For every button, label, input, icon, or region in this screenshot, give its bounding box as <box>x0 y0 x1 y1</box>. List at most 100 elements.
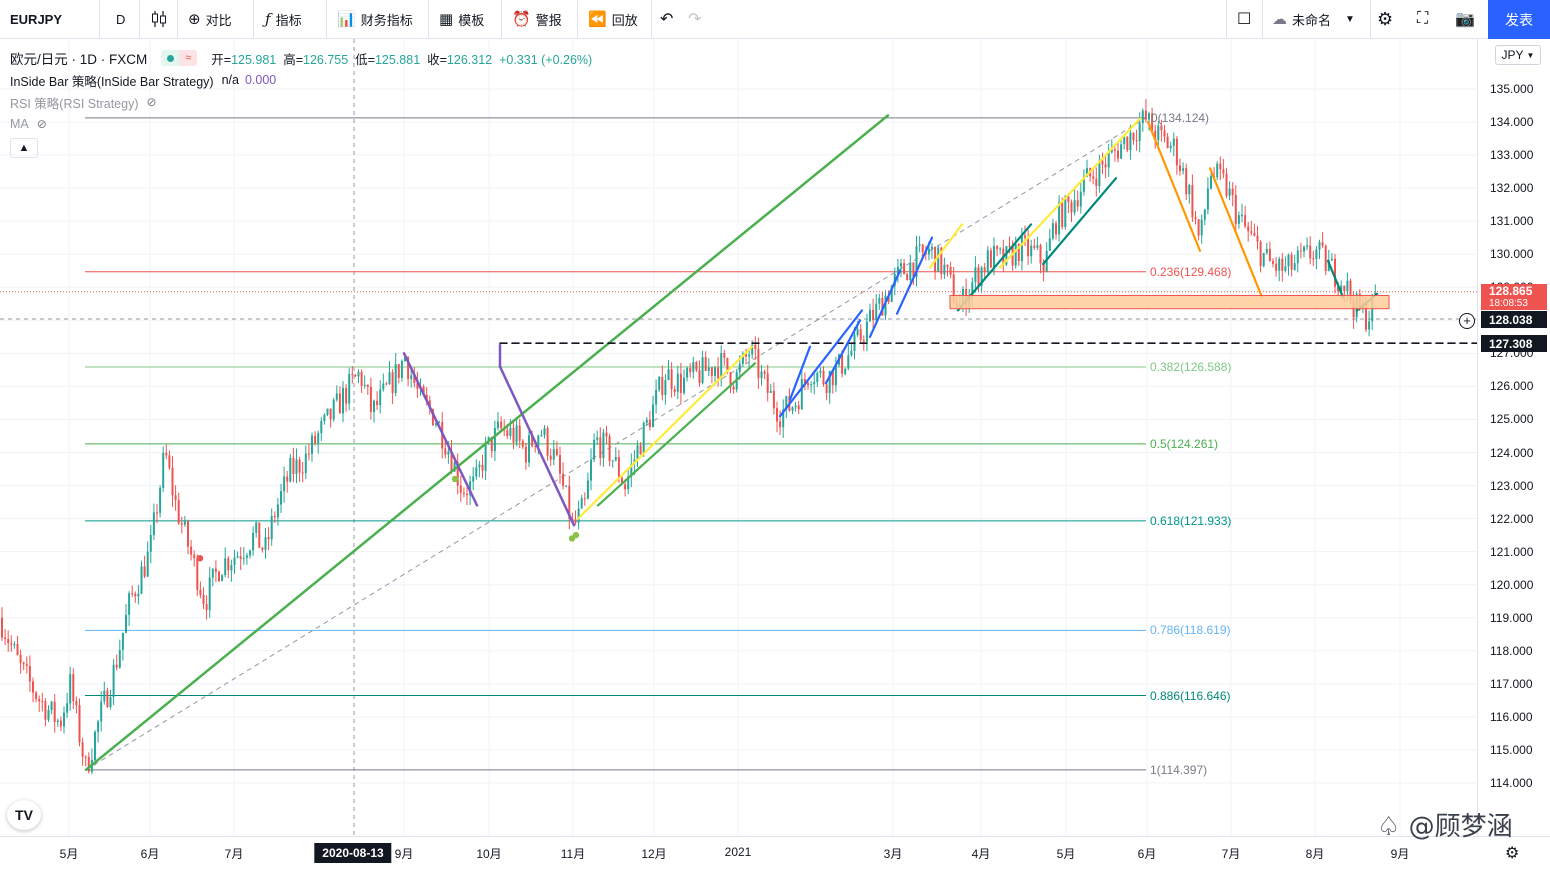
legend-ma[interactable]: MA ⊘ <box>10 113 592 135</box>
candle-body <box>800 378 803 410</box>
toolbar-separator <box>428 0 429 38</box>
candle-body <box>94 731 96 761</box>
candle-body <box>425 394 428 401</box>
layout-name-button[interactable]: ☁ 未命名 ▼ <box>1272 0 1355 38</box>
price-axis[interactable]: JPY ▼ 114.000 115.000 116.000 117.000 118.000… <box>1477 39 1550 836</box>
symbol-search[interactable]: EURJPY <box>10 11 63 27</box>
candle-body <box>921 244 924 253</box>
toolbar-separator <box>326 0 327 38</box>
chevron-down-icon: ▼ <box>1345 13 1355 25</box>
candle-body <box>35 692 38 699</box>
insidebar-value-1: n/a <box>221 73 239 87</box>
templates-button[interactable]: ▦ 模板 <box>439 0 484 38</box>
close-value: 126.312 <box>446 52 493 67</box>
candle-body <box>586 480 589 499</box>
chart-type-button[interactable] <box>151 0 167 38</box>
candle-body <box>1194 217 1197 220</box>
candle-body <box>1113 149 1116 151</box>
time-tick: 9月 <box>394 847 414 861</box>
toolbar-separator <box>501 0 502 38</box>
candle-body <box>208 577 211 610</box>
fullscreen-button[interactable]: ⛶ <box>1417 0 1428 38</box>
candle-body <box>53 701 56 723</box>
eye-crossed-icon[interactable]: ⊘ <box>146 95 157 109</box>
candles <box>1 99 1377 775</box>
candle-body <box>710 367 713 376</box>
candle-body <box>506 430 509 437</box>
camera-icon: 📷 <box>1455 11 1475 28</box>
tradingview-logo[interactable]: TV <box>7 800 41 830</box>
candle-body <box>72 674 75 702</box>
chart-canvas[interactable] <box>0 39 1477 836</box>
gear-icon: ⚙ <box>1377 8 1394 29</box>
candle-body <box>1256 235 1259 242</box>
candle-body <box>1138 123 1141 142</box>
market-status[interactable]: ≈ <box>161 50 198 66</box>
price-tick: 124.000 <box>1490 445 1534 460</box>
candle-body <box>1191 184 1194 218</box>
candle-body <box>1154 130 1157 141</box>
settings-button[interactable]: ⚙ <box>1377 0 1393 38</box>
candle-body <box>512 427 515 443</box>
candle-body <box>918 244 921 246</box>
candle-body <box>354 375 357 377</box>
candle-body <box>41 701 44 703</box>
candle-body <box>776 408 778 422</box>
legend-insidebar[interactable]: InSide Bar 策略(InSide Bar Strategy) n/a 0… <box>10 69 592 91</box>
candle-body <box>797 405 800 410</box>
candle-body <box>745 353 747 357</box>
gear-icon[interactable]: ⚙ <box>1505 845 1520 862</box>
collapse-legend-button[interactable]: ▲ <box>10 138 38 158</box>
replay-button[interactable]: ⏪ 回放 <box>588 0 638 38</box>
candle-body <box>1151 113 1154 131</box>
legend-rsi[interactable]: RSI 策略(RSI Strategy) ⊘ <box>10 91 592 113</box>
candle-body <box>493 427 496 452</box>
candle-body <box>25 664 28 666</box>
candle-body <box>47 709 50 720</box>
square-icon: ☐ <box>1237 11 1252 28</box>
candle-body <box>1327 260 1330 272</box>
undo-button[interactable]: ↶ <box>660 0 673 38</box>
candle-body <box>1169 145 1172 149</box>
candle-body <box>252 532 255 551</box>
candle-body <box>1299 250 1302 252</box>
candle-body <box>1079 191 1082 207</box>
candle-body <box>565 485 568 487</box>
candle-body <box>1058 202 1061 235</box>
toolbar-separator <box>577 0 578 38</box>
currency-select[interactable]: JPY ▼ <box>1495 45 1541 65</box>
candle-body <box>807 382 809 386</box>
time-tick: 6月 <box>140 847 160 861</box>
open-value: 125.981 <box>231 52 277 67</box>
compare-button[interactable]: ⊕ 对比 <box>188 0 232 38</box>
add-alert-icon[interactable]: + <box>1459 313 1475 329</box>
redo-button[interactable]: ↷ <box>688 0 701 38</box>
alerts-button[interactable]: ⏰ 警报 <box>512 0 562 38</box>
candle-body <box>686 367 689 378</box>
candle-body <box>97 721 100 732</box>
candle-body <box>295 459 298 475</box>
eye-crossed-icon[interactable]: ⊘ <box>36 117 47 131</box>
candle-body <box>435 422 437 426</box>
layout-select-button[interactable]: ☐ <box>1237 0 1251 38</box>
candle-body <box>683 377 685 393</box>
candle-body <box>670 369 673 390</box>
price-tick: 114.000 <box>1490 776 1533 790</box>
candle-body <box>754 344 757 349</box>
candle-body <box>261 547 264 550</box>
candle-body <box>75 701 78 706</box>
indicators-button[interactable]: ƒ 指标 <box>265 0 302 38</box>
candle-body <box>1306 245 1309 247</box>
candle-body <box>1166 136 1169 149</box>
candle-body <box>283 476 286 492</box>
publish-button[interactable]: 发表 <box>1488 0 1550 39</box>
candle-body <box>1188 184 1191 195</box>
candle-body <box>996 245 999 250</box>
screenshot-button[interactable]: 📷 <box>1455 0 1475 38</box>
time-axis[interactable]: 5月 6月 7月 9月 10月 11月 12月 2021 3月 4月 5月 6月 7月 8月 9月 2020… <box>0 836 1550 874</box>
alerts-label: 警报 <box>535 12 562 28</box>
financials-button[interactable]: 📊 财务指标 <box>337 0 413 38</box>
templates-label: 模板 <box>458 12 485 28</box>
candle-body <box>459 485 462 493</box>
interval-button[interactable]: D <box>116 11 126 27</box>
